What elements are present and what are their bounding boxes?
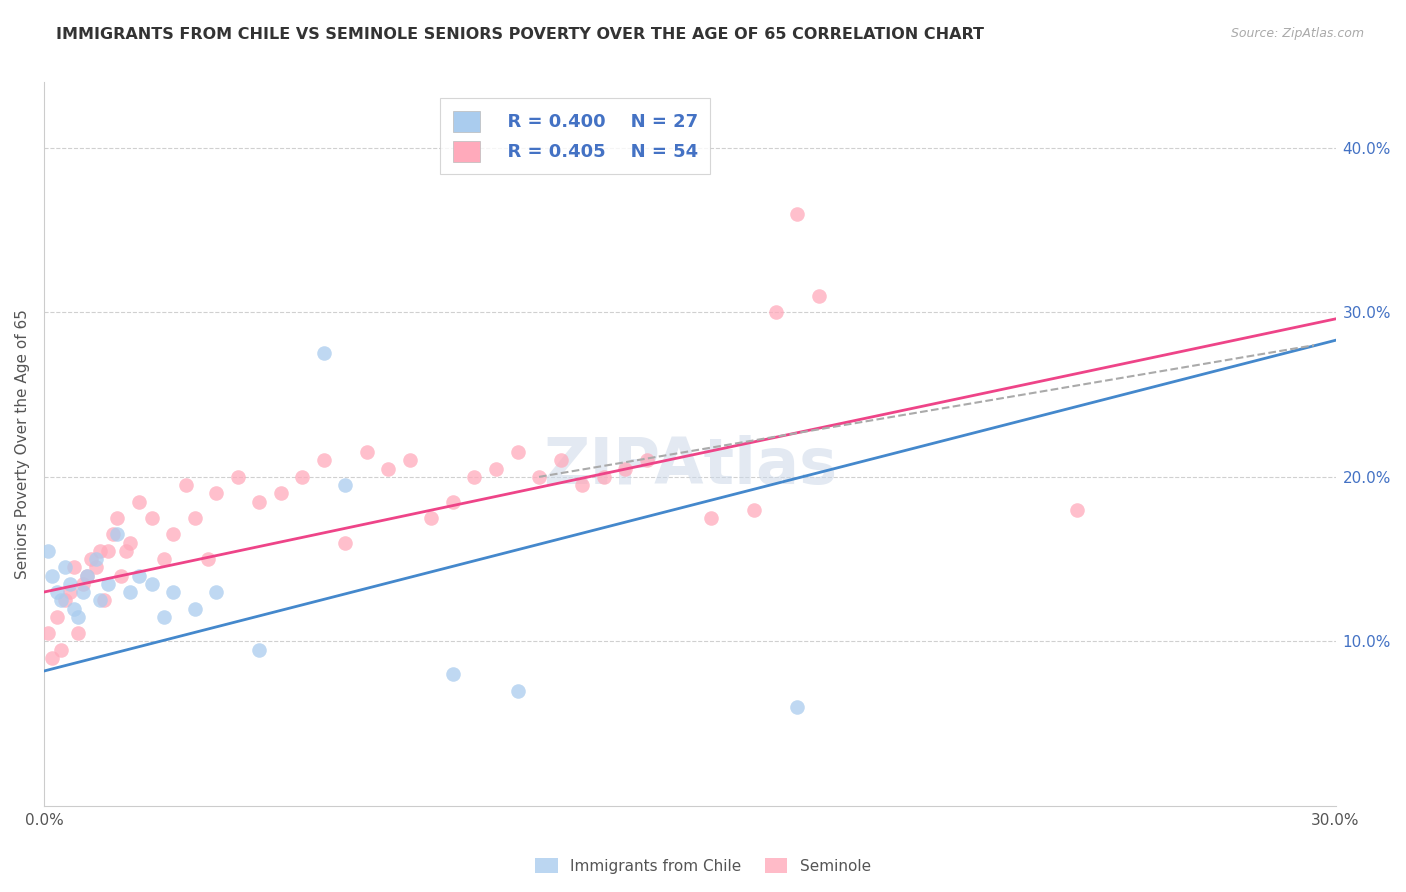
Point	[105, 527, 128, 541]
Point	[205, 486, 228, 500]
Point	[742, 502, 765, 516]
Point	[55, 593, 77, 607]
Point	[93, 593, 115, 607]
Point	[807, 289, 830, 303]
Point	[63, 560, 86, 574]
Point	[786, 700, 808, 714]
Point	[41, 651, 63, 665]
Point	[37, 544, 59, 558]
Point	[197, 552, 219, 566]
Point	[335, 535, 357, 549]
Point	[356, 445, 378, 459]
Point	[174, 478, 197, 492]
Point	[291, 470, 314, 484]
Point	[441, 667, 464, 681]
Legend:   R = 0.400    N = 27,   R = 0.405    N = 54: R = 0.400 N = 27, R = 0.405 N = 54	[440, 98, 710, 174]
Point	[226, 470, 249, 484]
Point	[49, 642, 72, 657]
Point	[128, 568, 150, 582]
Point	[183, 601, 205, 615]
Point	[67, 609, 90, 624]
Point	[527, 470, 550, 484]
Point	[592, 470, 614, 484]
Point	[72, 577, 94, 591]
Point	[636, 453, 658, 467]
Point	[441, 494, 464, 508]
Point	[141, 511, 163, 525]
Legend: Immigrants from Chile, Seminole: Immigrants from Chile, Seminole	[529, 852, 877, 880]
Point	[765, 305, 787, 319]
Point	[37, 626, 59, 640]
Point	[141, 577, 163, 591]
Point	[101, 527, 124, 541]
Point	[45, 585, 67, 599]
Point	[506, 683, 529, 698]
Point	[162, 527, 184, 541]
Point	[153, 552, 176, 566]
Point	[105, 511, 128, 525]
Point	[463, 470, 485, 484]
Point	[80, 552, 103, 566]
Point	[420, 511, 443, 525]
Point	[76, 568, 98, 582]
Point	[59, 577, 82, 591]
Point	[270, 486, 292, 500]
Point	[55, 560, 77, 574]
Point	[153, 609, 176, 624]
Text: ZIPAtlas: ZIPAtlas	[543, 434, 837, 497]
Point	[97, 544, 120, 558]
Point	[128, 494, 150, 508]
Point	[700, 511, 723, 525]
Point	[84, 552, 107, 566]
Point	[247, 642, 270, 657]
Point	[786, 206, 808, 220]
Point	[247, 494, 270, 508]
Point	[72, 585, 94, 599]
Point	[89, 544, 111, 558]
Point	[312, 346, 335, 360]
Point	[67, 626, 90, 640]
Point	[506, 445, 529, 459]
Point	[89, 593, 111, 607]
Point	[76, 568, 98, 582]
Point	[183, 511, 205, 525]
Point	[205, 585, 228, 599]
Point	[118, 585, 141, 599]
Point	[41, 568, 63, 582]
Point	[49, 593, 72, 607]
Point	[118, 535, 141, 549]
Point	[377, 461, 399, 475]
Point	[59, 585, 82, 599]
Point	[571, 478, 593, 492]
Point	[550, 453, 572, 467]
Point	[63, 601, 86, 615]
Y-axis label: Seniors Poverty Over the Age of 65: Seniors Poverty Over the Age of 65	[15, 309, 30, 579]
Point	[614, 461, 637, 475]
Point	[399, 453, 422, 467]
Text: IMMIGRANTS FROM CHILE VS SEMINOLE SENIORS POVERTY OVER THE AGE OF 65 CORRELATION: IMMIGRANTS FROM CHILE VS SEMINOLE SENIOR…	[56, 27, 984, 42]
Point	[97, 577, 120, 591]
Point	[485, 461, 508, 475]
Point	[1066, 502, 1088, 516]
Point	[312, 453, 335, 467]
Point	[45, 609, 67, 624]
Point	[335, 478, 357, 492]
Point	[84, 560, 107, 574]
Point	[114, 544, 136, 558]
Point	[162, 585, 184, 599]
Point	[110, 568, 132, 582]
Text: Source: ZipAtlas.com: Source: ZipAtlas.com	[1230, 27, 1364, 40]
